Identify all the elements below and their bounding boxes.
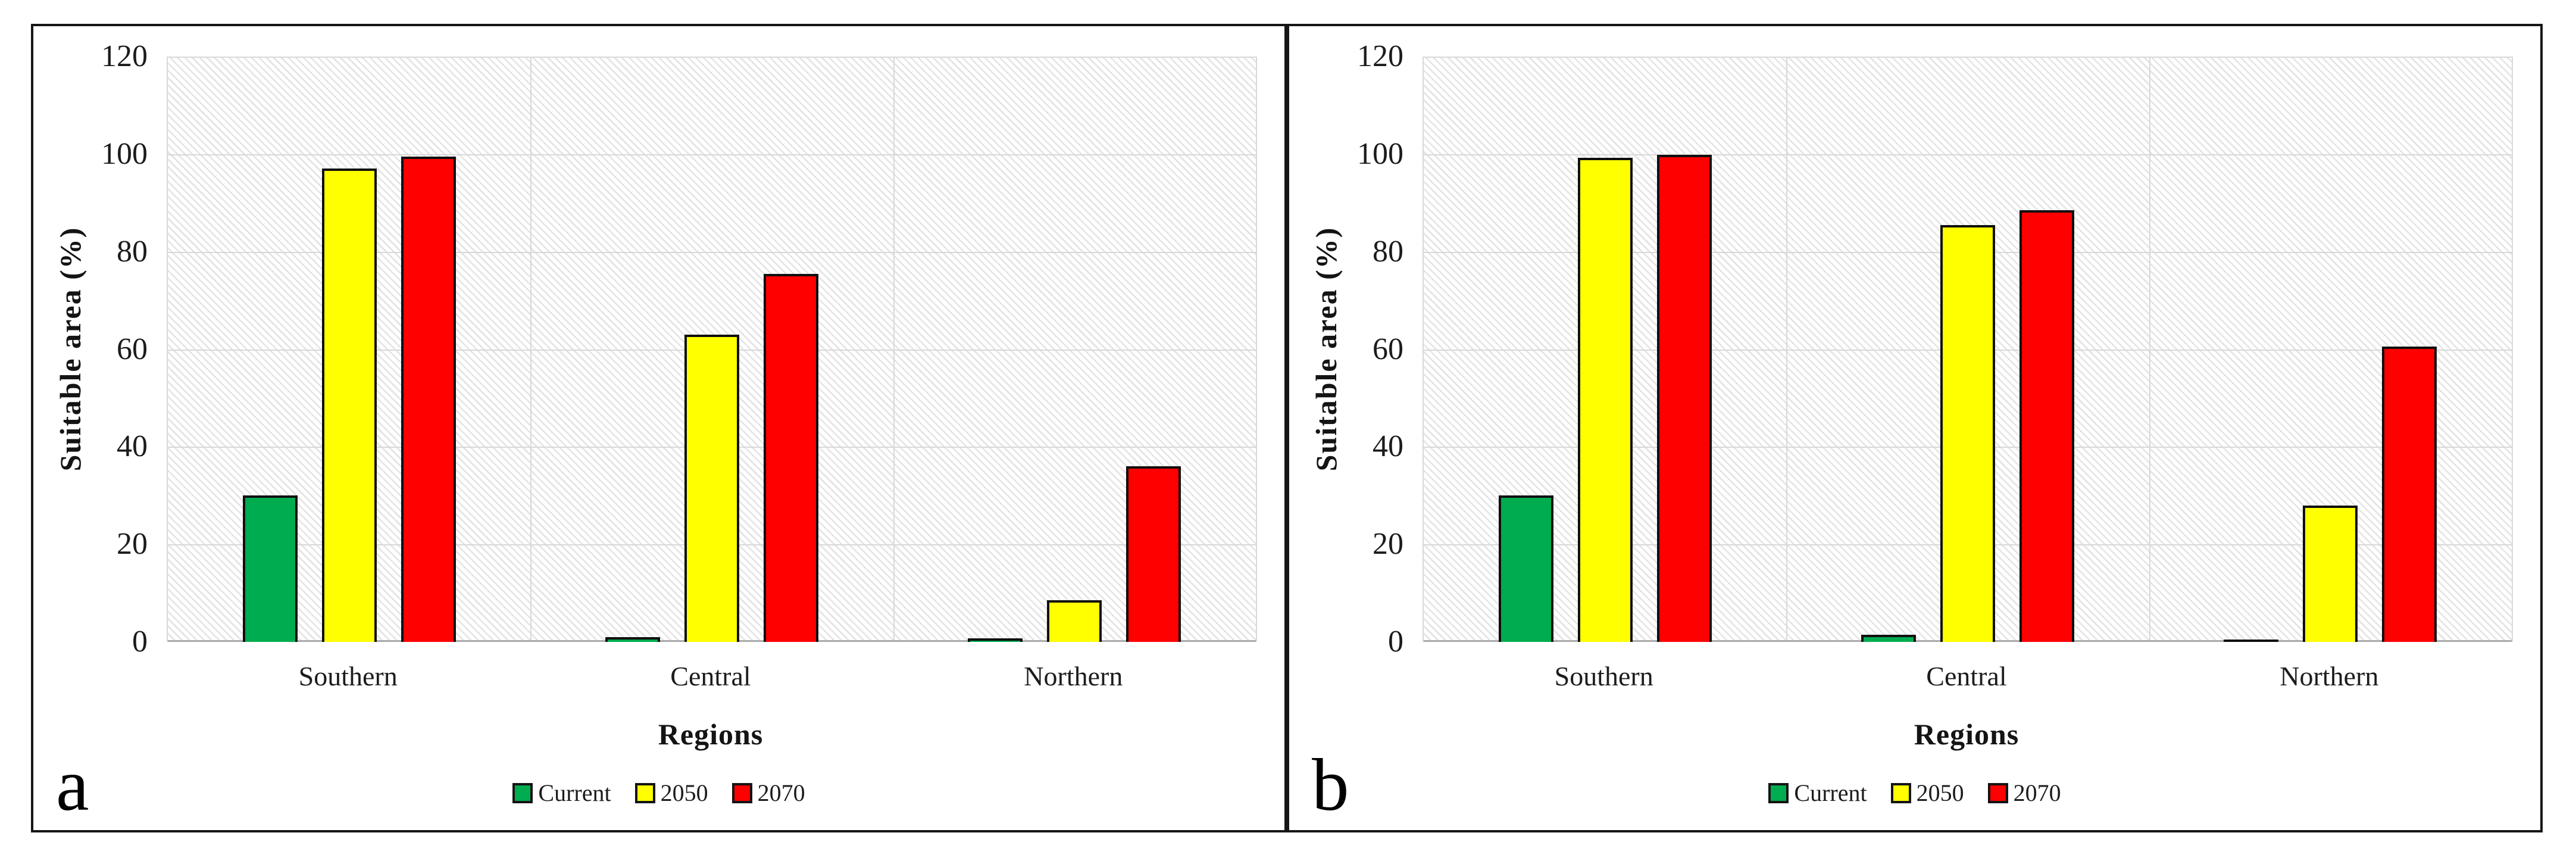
legend-item-current: Current: [1768, 781, 1867, 805]
y-tick-label: 60: [1373, 332, 1403, 366]
x-axis-title: Regions: [658, 718, 764, 751]
legend-item-2050: 2050: [634, 779, 708, 806]
bar-2070-southern: [401, 156, 456, 642]
horizontal-gridline: [168, 251, 1256, 253]
y-tick-label: 100: [101, 136, 148, 171]
horizontal-gridline: [1424, 57, 2512, 58]
category-label-central: Central: [670, 661, 751, 691]
legend-item-2050: 2050: [1890, 779, 1964, 806]
x-axis-title: Regions: [1914, 718, 2019, 751]
legend-item-2070: 2070: [731, 779, 805, 806]
bar-current-southern: [1498, 495, 1553, 642]
y-tick-label: 120: [1357, 39, 1403, 73]
legend-item-current: Current: [512, 781, 611, 805]
panel-letter: a: [56, 744, 89, 827]
y-tick-label: 40: [1373, 429, 1403, 464]
category-label-central: Central: [1926, 661, 2007, 691]
legend-item-2070: 2070: [1987, 779, 2061, 806]
legend-swatch-icon: [1890, 783, 1911, 803]
y-tick-label: 80: [1373, 234, 1403, 269]
bar-2050-southern: [321, 169, 377, 642]
x-axis-category-labels: Southern Central Northern: [1423, 660, 2511, 693]
legend-label: 2050: [660, 779, 708, 806]
bar-group-central: [530, 57, 893, 642]
legend-label: 2050: [1916, 779, 1964, 806]
bar-groups: [168, 57, 1256, 642]
bar-2050-northern: [2303, 505, 2358, 642]
y-tick-label: 0: [1388, 625, 1403, 659]
legend-label: 2070: [757, 779, 805, 806]
y-tick-label: 20: [1373, 527, 1403, 562]
bar-2070-northern: [1126, 466, 1181, 642]
legend-label: Current: [538, 779, 611, 806]
y-tick-label: 20: [117, 527, 148, 562]
vertical-gridline: [530, 57, 532, 642]
bar-group-northern: [893, 57, 1256, 642]
bar-2050-central: [684, 334, 739, 642]
bar-2050-central: [1940, 224, 1995, 642]
panel-a: Suitable area (%) 0 20 40 60 80 100 120 Southe…: [31, 24, 1287, 832]
legend-swatch-icon: [512, 783, 533, 803]
category-label-northern: Northern: [2280, 661, 2379, 691]
bar-group-central: [1786, 57, 2149, 642]
y-tick-label: 120: [101, 39, 148, 73]
y-tick-label: 40: [117, 429, 148, 464]
legend-swatch-icon: [634, 783, 655, 803]
bar-2070-central: [2019, 210, 2074, 642]
bar-current-northern: [2224, 639, 2279, 642]
y-tick-label: 100: [1357, 136, 1403, 171]
plot-area: [1423, 57, 2513, 642]
legend-swatch-icon: [1987, 783, 2008, 803]
bar-2050-northern: [1047, 600, 1102, 642]
bar-groups: [1424, 57, 2512, 642]
y-tick-label: 60: [117, 332, 148, 366]
plot-area: [167, 57, 1257, 642]
category-label-southern: Southern: [1554, 661, 1653, 691]
vertical-gridline: [1786, 57, 1788, 642]
category-label-northern: Northern: [1024, 661, 1123, 691]
x-axis-category-labels: Southern Central Northern: [167, 660, 1255, 693]
bar-current-central: [1861, 634, 1916, 642]
bar-current-central: [605, 637, 660, 642]
legend-swatch-icon: [1768, 783, 1789, 803]
vertical-gridline: [893, 57, 895, 642]
bar-current-northern: [968, 638, 1023, 642]
bar-group-southern: [168, 57, 530, 642]
legend: Current 2050 2070: [33, 781, 1284, 805]
legend-label: 2070: [2013, 779, 2061, 806]
bar-2070-southern: [1656, 155, 1712, 642]
bar-current-southern: [242, 495, 298, 642]
y-tick-label: 0: [132, 625, 148, 659]
legend-swatch-icon: [731, 783, 752, 803]
bar-2070-central: [763, 273, 818, 642]
horizontal-gridline: [168, 57, 1256, 58]
panel-letter: b: [1312, 744, 1349, 827]
horizontal-gridline: [168, 154, 1256, 155]
category-label-southern: Southern: [298, 661, 398, 691]
horizontal-gridline: [1424, 154, 2512, 155]
bar-group-southern: [1424, 57, 1786, 642]
legend-label: Current: [1794, 779, 1867, 806]
panel-b: Suitable area (%) 0 20 40 60 80 100 120 Southe…: [1287, 24, 2543, 832]
bar-2070-northern: [2382, 347, 2437, 642]
legend: Current 2050 2070: [1289, 781, 2540, 805]
bar-group-northern: [2149, 57, 2512, 642]
bar-2050-southern: [1577, 157, 1633, 642]
vertical-gridline: [2149, 57, 2150, 642]
y-tick-label: 80: [117, 234, 148, 269]
